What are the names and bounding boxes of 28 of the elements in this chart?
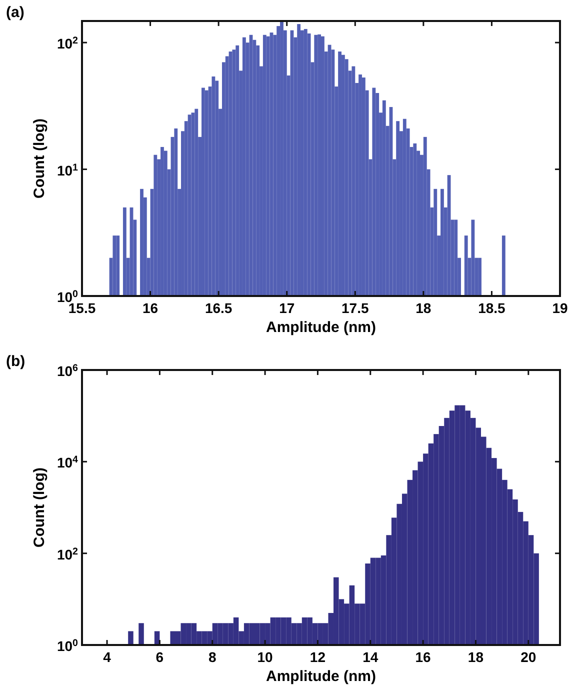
- x-tick-label: 17: [279, 300, 295, 316]
- y-tick-label: 10$^{1}$: [56, 162, 79, 178]
- chart-title: (a): [6, 4, 24, 21]
- x-tick-label: 18: [468, 649, 484, 665]
- x-tick-label: 16.5: [204, 300, 232, 316]
- x-tick-label: 18.5: [478, 300, 506, 316]
- x-tick-label: 17.5: [342, 300, 369, 316]
- y-tick-label: 10$^{2}$: [56, 546, 79, 562]
- y-tick-label: 10$^{0}$: [56, 638, 79, 654]
- x-tick-label: 10: [257, 649, 274, 665]
- x-tick-label: 14: [362, 649, 378, 665]
- chart-title: (b): [6, 353, 26, 370]
- x-axis-title: Amplitude (nm): [266, 668, 376, 685]
- x-tick-label: 6: [156, 649, 164, 665]
- y-tick-label: 10$^{6}$: [56, 362, 79, 379]
- x-tick-label: 19: [552, 300, 568, 316]
- x-tick-label: 16: [415, 649, 432, 665]
- x-tick-label: 8: [208, 649, 216, 665]
- y-axis-title: Count (log): [31, 468, 48, 548]
- x-tick-label: 12: [310, 649, 326, 665]
- x-tick-label: 20: [520, 649, 536, 665]
- x-tick-label: 18: [416, 300, 432, 316]
- y-tick-label: 10$^{4}$: [56, 454, 79, 471]
- y-tick-label: 10$^{2}$: [56, 35, 79, 52]
- x-tick-label: 4: [103, 649, 112, 665]
- x-axis-title: Amplitude (nm): [266, 319, 376, 336]
- y-axis-title: Count (log): [31, 118, 48, 198]
- x-tick-label: 16: [142, 300, 158, 316]
